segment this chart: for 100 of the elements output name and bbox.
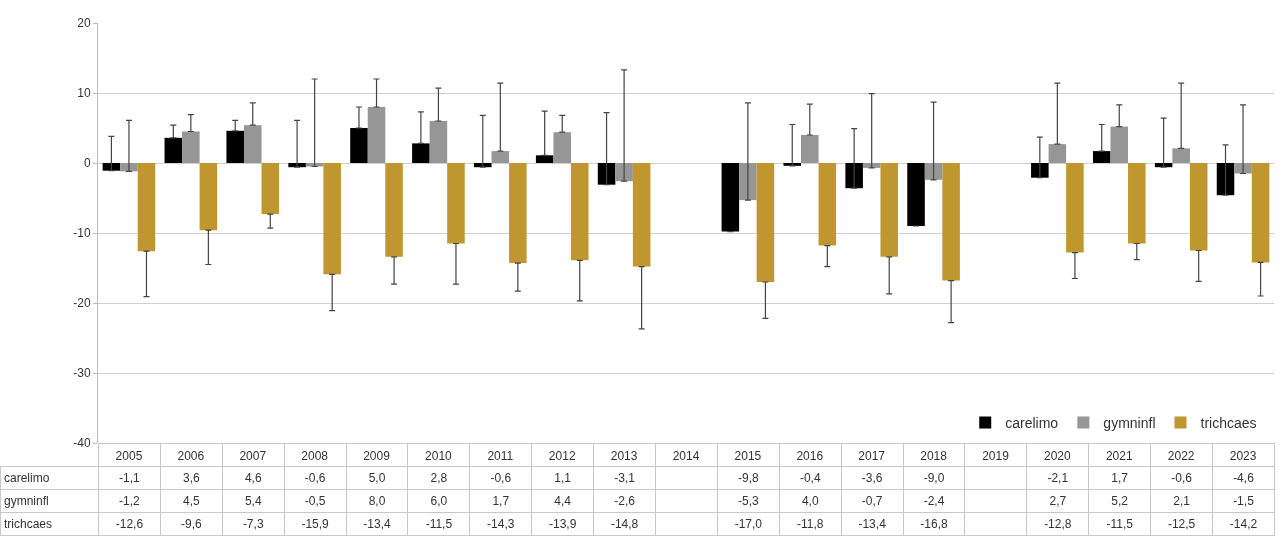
bar bbox=[1189, 163, 1208, 251]
bar bbox=[553, 132, 571, 163]
bar bbox=[243, 125, 262, 163]
legend-label: carelimo bbox=[1005, 414, 1059, 431]
data-label: -7,3 bbox=[222, 512, 285, 536]
data-label: -14,3 bbox=[469, 512, 532, 536]
x-tick-label: 2016 bbox=[796, 449, 824, 463]
y-tick-label: -30 bbox=[73, 366, 91, 381]
bar bbox=[385, 163, 403, 257]
bar bbox=[880, 163, 898, 257]
data-label: 3,6 bbox=[160, 466, 223, 490]
x-tick-label: 2023 bbox=[1229, 449, 1257, 463]
data-label: 5,4 bbox=[222, 489, 285, 513]
data-label: -1,5 bbox=[1212, 489, 1275, 513]
x-tick-label: 2009 bbox=[363, 449, 391, 463]
bar bbox=[632, 163, 651, 267]
bar bbox=[350, 128, 368, 163]
bar bbox=[509, 163, 527, 264]
bar bbox=[474, 163, 492, 168]
data-label: -11,5 bbox=[1088, 512, 1151, 536]
data-label: -5,3 bbox=[717, 489, 780, 513]
bar bbox=[1031, 163, 1049, 178]
y-tick-label: 10 bbox=[77, 86, 91, 101]
bar bbox=[1251, 163, 1270, 263]
data-label: -14,2 bbox=[1212, 512, 1275, 536]
x-tick-label: 2012 bbox=[548, 449, 576, 463]
x-tick-label: 2019 bbox=[982, 449, 1010, 463]
bar bbox=[429, 121, 448, 163]
data-label: -12,5 bbox=[1150, 512, 1213, 536]
data-label: 4,0 bbox=[779, 489, 842, 513]
bar bbox=[818, 163, 837, 246]
x-tick-label: 2021 bbox=[1105, 449, 1133, 463]
y-tick-label: -10 bbox=[73, 226, 91, 241]
data-label: -0,6 bbox=[469, 466, 532, 490]
data-label: 8,0 bbox=[346, 489, 408, 513]
x-tick-label: 2010 bbox=[425, 449, 453, 463]
data-label: -0,6 bbox=[1150, 466, 1213, 490]
bar bbox=[226, 130, 244, 163]
data-label: 2,7 bbox=[1026, 489, 1089, 513]
data-label: -0,6 bbox=[284, 466, 347, 490]
data-label: -4,6 bbox=[1212, 466, 1275, 490]
x-tick-label: 2014 bbox=[672, 449, 700, 463]
bar bbox=[137, 163, 156, 252]
bar bbox=[323, 163, 341, 275]
bar bbox=[1092, 151, 1111, 163]
data-label: -12,6 bbox=[98, 512, 161, 536]
x-tick-label: 2022 bbox=[1167, 449, 1195, 463]
y-tick-label: -20 bbox=[73, 296, 91, 311]
x-tick-label: 2008 bbox=[301, 449, 329, 463]
data-label: -0,7 bbox=[841, 489, 904, 513]
data-label: -13,4 bbox=[346, 512, 408, 536]
bar bbox=[1128, 163, 1146, 244]
data-label: -11,8 bbox=[779, 512, 842, 536]
bar bbox=[801, 135, 819, 163]
bar bbox=[412, 143, 430, 163]
data-label: 4,5 bbox=[160, 489, 223, 513]
data-label: 6,0 bbox=[407, 489, 470, 513]
data-label: -9,0 bbox=[903, 466, 965, 490]
data-label: -13,4 bbox=[841, 512, 904, 536]
legend-label: gymninfl bbox=[1103, 414, 1156, 431]
text: trichcaes bbox=[4, 517, 53, 531]
x-tick-label: 2011 bbox=[487, 449, 514, 463]
data-label: 2,1 bbox=[1150, 489, 1213, 513]
data-label: 2,8 bbox=[407, 466, 470, 490]
x-tick-label: 2018 bbox=[920, 449, 948, 463]
x-tick-label: 2006 bbox=[177, 449, 205, 463]
bar bbox=[1216, 163, 1235, 196]
y-tick-label: 20 bbox=[77, 16, 91, 31]
data-label: 1,1 bbox=[531, 466, 594, 490]
bar bbox=[447, 163, 465, 244]
data-label: -9,6 bbox=[160, 512, 223, 536]
x-tick-label: 2015 bbox=[734, 449, 762, 463]
text: carelimo bbox=[4, 471, 50, 485]
data-label: -11,5 bbox=[407, 512, 470, 536]
x-tick-label: 2020 bbox=[1044, 449, 1072, 463]
data-label: -14,8 bbox=[593, 512, 656, 536]
data-label: -12,8 bbox=[1026, 512, 1089, 536]
bar bbox=[1048, 144, 1067, 163]
bar bbox=[845, 163, 863, 189]
bar bbox=[721, 163, 740, 232]
data-label: -0,4 bbox=[779, 466, 842, 490]
data-label: -9,8 bbox=[717, 466, 780, 490]
bar bbox=[261, 163, 280, 215]
bar bbox=[942, 163, 960, 281]
bar bbox=[570, 163, 589, 261]
bar bbox=[535, 155, 554, 163]
x-tick-label: 2013 bbox=[610, 449, 638, 463]
bar bbox=[491, 151, 510, 163]
bar bbox=[164, 137, 183, 163]
y-tick-label: 0 bbox=[83, 156, 91, 171]
bar bbox=[597, 163, 616, 185]
bar bbox=[102, 163, 121, 171]
legend-label: trichcaes bbox=[1200, 414, 1257, 431]
data-label: -1,2 bbox=[98, 489, 161, 513]
data-label: 1,7 bbox=[1088, 466, 1151, 490]
bar bbox=[199, 163, 218, 231]
bar bbox=[367, 107, 386, 163]
bar bbox=[1172, 148, 1190, 163]
data-label: -1,1 bbox=[98, 466, 161, 490]
data-label: -17,0 bbox=[717, 512, 780, 536]
